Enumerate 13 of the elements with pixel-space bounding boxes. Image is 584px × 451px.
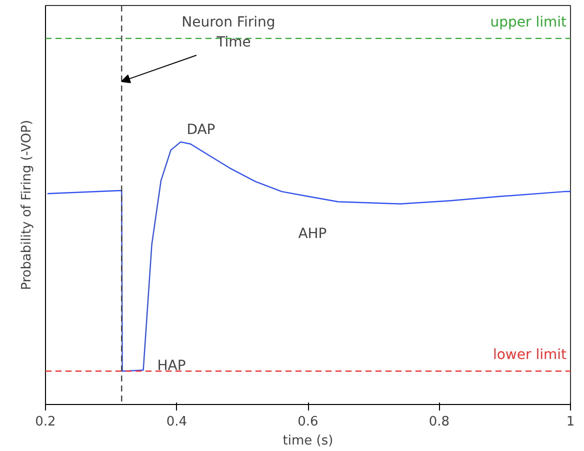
annotation: Neuron Firing Time [182, 14, 276, 51]
x-axis-title: time (s) [282, 434, 334, 448]
x-tick-label: 0.2 [35, 414, 56, 430]
x-tick-label: 1 [566, 414, 575, 430]
x-tick-label: 0.6 [298, 414, 318, 430]
ref-line-label: lower limit [492, 347, 568, 364]
x-tick-label: 0.8 [428, 414, 450, 430]
x-tick-label: 0.4 [166, 414, 188, 430]
ref-line-label: upper limit [490, 14, 568, 30]
annotation: DAP [186, 122, 216, 138]
y-axis-title: Probability of Firing (-VOP) [20, 120, 34, 290]
annotation: HAP [157, 358, 186, 374]
annotation: AHP [298, 226, 327, 242]
